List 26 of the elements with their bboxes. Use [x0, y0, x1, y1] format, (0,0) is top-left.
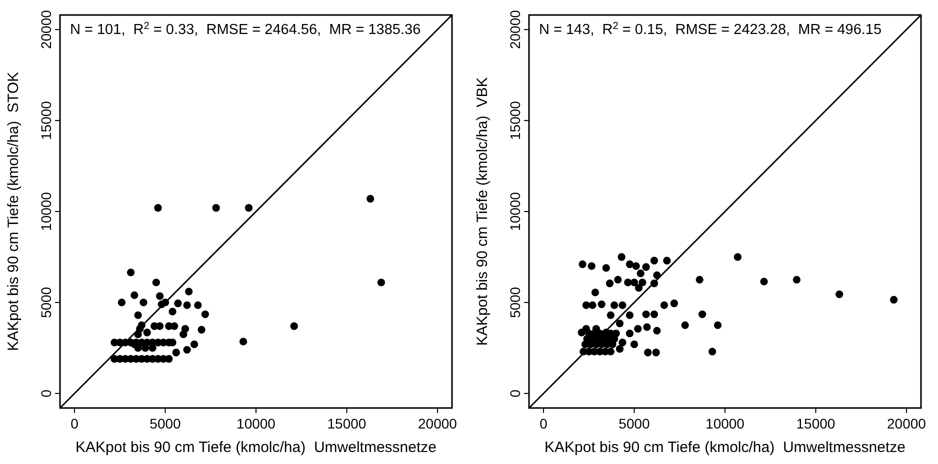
- x-tick-label: 15000: [796, 416, 836, 432]
- y-tick-label: 10000: [38, 192, 54, 231]
- x-tick-label: 5000: [618, 416, 650, 432]
- x-axis-title: KAKpot bis 90 cm Tiefe (kmolc/ha) Umweltmessnetze: [76, 439, 436, 456]
- y-tick-label: 10000: [507, 192, 523, 231]
- x-tick-label: 10000: [236, 416, 276, 432]
- x-tick-label: 10000: [706, 416, 745, 432]
- y-tick-label: 15000: [38, 100, 54, 140]
- x-tick-label: 0: [70, 416, 79, 432]
- y-axis-title: KAKpot bis 90 cm Tiefe (kmolc/ha) VBK: [474, 77, 491, 346]
- x-axis-title: KAKpot bis 90 cm Tiefe (kmolc/ha) Umweltmessnetze: [544, 439, 906, 456]
- y-tick-label: 0: [507, 389, 523, 398]
- x-tick-label: 5000: [150, 416, 182, 432]
- y-tick-label: 0: [38, 389, 54, 398]
- y-tick-label: 5000: [507, 286, 523, 318]
- y-tick-label: 20000: [507, 10, 523, 50]
- x-tick-label: 20000: [418, 416, 458, 432]
- annotation: N = 101, R$^{2}$ = 0.33, RMSE = 2464.56, MR = 1385.36: [70, 20, 421, 38]
- y-tick-label: 15000: [507, 100, 523, 140]
- x-tick-label: 0: [540, 416, 548, 432]
- x-tick-label: 15000: [327, 416, 366, 432]
- y-tick-label: 5000: [38, 286, 54, 318]
- annotation: N = 143, R$^{2}$ = 0.15, RMSE = 2423.28, MR = 496.15: [539, 20, 882, 38]
- x-tick-label: 20000: [887, 416, 926, 432]
- y-tick-label: 20000: [38, 10, 54, 50]
- y-axis-title: KAKpot bis 90 cm Tiefe (kmolc/ha) STOK: [5, 72, 22, 351]
